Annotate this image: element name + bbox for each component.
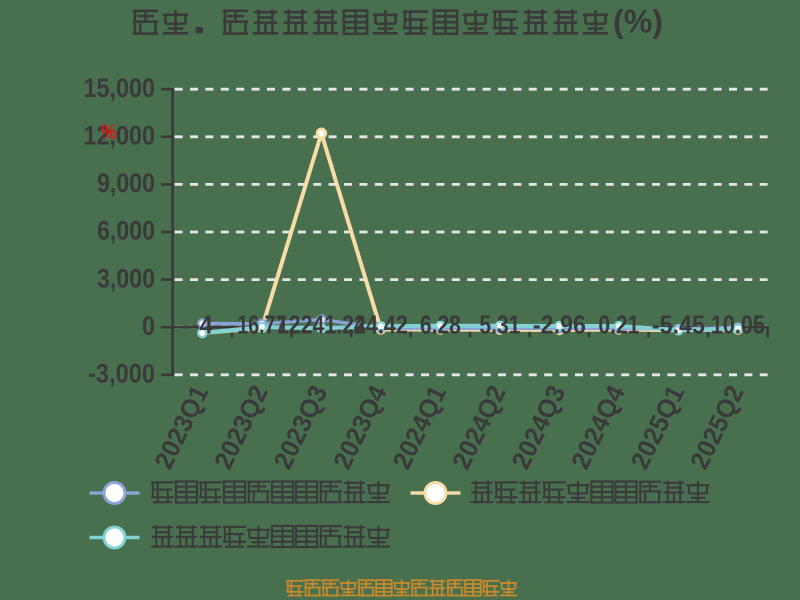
svg-text:12,000: 12,000	[84, 121, 156, 151]
svg-text:(%): (%)	[613, 4, 663, 40]
svg-text:-2.96: -2.96	[533, 310, 586, 340]
svg-text:-3,000: -3,000	[88, 359, 155, 389]
svg-text:3,000: 3,000	[97, 263, 155, 293]
svg-text:15,000: 15,000	[84, 73, 156, 103]
svg-text:-5.45: -5.45	[652, 310, 705, 340]
svg-text:0.21: 0.21	[598, 310, 639, 340]
svg-text:%: %	[101, 121, 117, 145]
svg-text:10.05: 10.05	[711, 310, 765, 340]
svg-text:0: 0	[142, 311, 155, 341]
svg-text:9,000: 9,000	[97, 168, 155, 198]
svg-text:5.31: 5.31	[479, 310, 520, 340]
svg-text:16.77: 16.77	[237, 310, 286, 340]
svg-text:6,000: 6,000	[97, 216, 155, 246]
svg-text:24.42: 24.42	[354, 310, 408, 340]
svg-text:6.28: 6.28	[420, 310, 461, 340]
svg-text:-4: -4	[192, 310, 213, 340]
svg-text:12241.24: 12241.24	[277, 310, 366, 340]
